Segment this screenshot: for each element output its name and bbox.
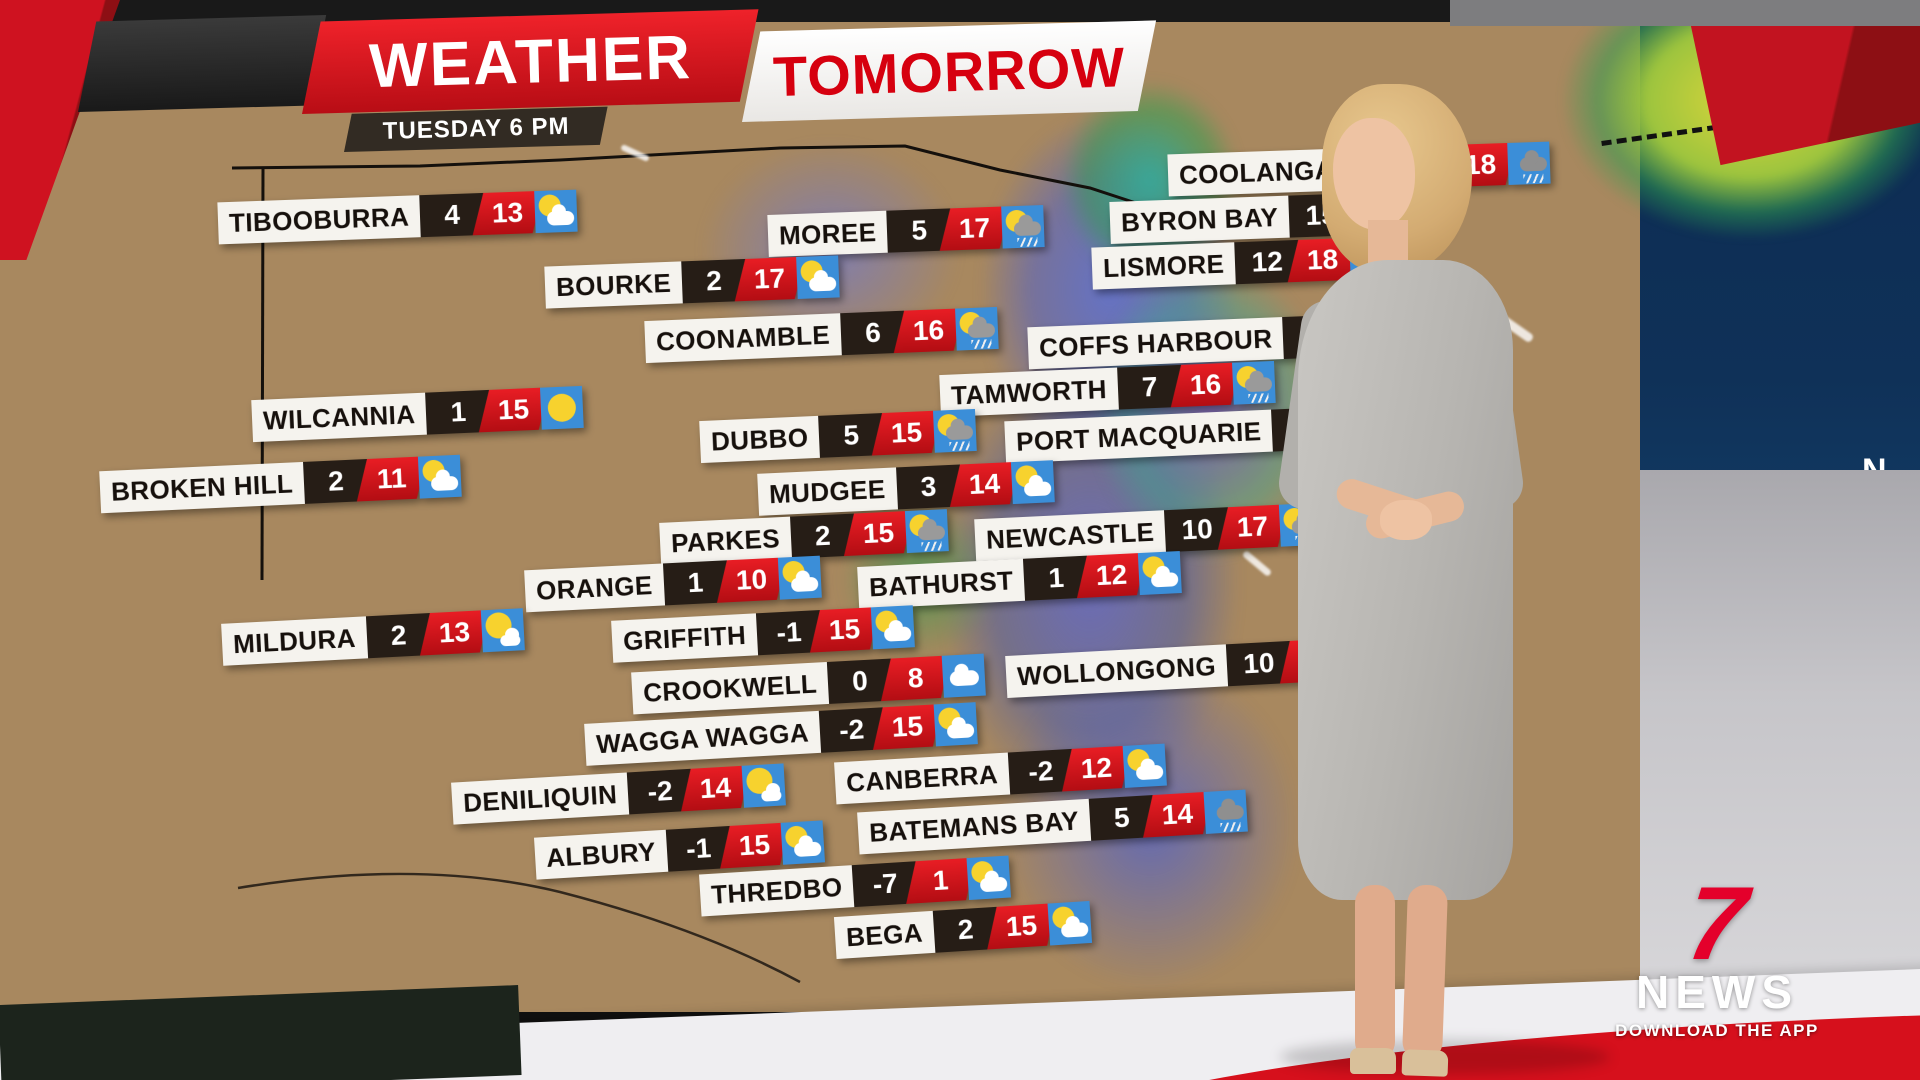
partly-cloudy-icon: [796, 255, 840, 299]
partly-cloudy-icon: [1138, 551, 1183, 596]
network-name: NEWS: [1636, 966, 1798, 1019]
max-temp: 17: [734, 256, 806, 302]
max-temp: 15: [719, 822, 790, 869]
presenter: [1230, 70, 1650, 1077]
presenter-shoe: [1350, 1048, 1396, 1074]
max-temp: 17: [940, 206, 1011, 251]
studio-wall: [1640, 470, 1920, 1030]
city-label: MOREE: [767, 210, 889, 257]
network-logo: 7 NEWS DOWNLOAD THE APP: [1592, 866, 1842, 1041]
presenter-dress: [1298, 260, 1513, 900]
sun-shower-icon: [1001, 205, 1046, 249]
max-temp: 8: [881, 655, 951, 702]
max-temp: 15: [810, 606, 880, 653]
banner-subtitle: TOMORROW: [742, 20, 1157, 122]
partly-cloudy-icon: [870, 605, 915, 650]
max-temp: 1: [906, 857, 976, 904]
sun-shower-icon: [904, 509, 949, 554]
banner-timestamp-text: TUESDAY 6 PM: [382, 112, 570, 145]
presenter-face: [1333, 118, 1415, 230]
city-label: LISMORE: [1091, 242, 1237, 290]
partly-cloudy-icon: [933, 702, 978, 747]
sunny-icon: [540, 385, 585, 430]
city-label: BEGA: [833, 910, 936, 960]
max-temp: 12: [1077, 552, 1148, 599]
max-temp: 15: [986, 903, 1057, 950]
city-label: MUDGEE: [757, 467, 898, 516]
partly-cloudy-icon: [966, 855, 1012, 901]
city-label: TIBOOBURRA: [217, 195, 421, 245]
max-temp: 12: [1062, 745, 1132, 792]
max-temp: 10: [716, 557, 787, 603]
partly-cloudy-icon: [1047, 900, 1092, 946]
banner-dark-block: [78, 15, 327, 113]
mostly-sunny-icon: [741, 763, 787, 808]
partly-cloudy-icon: [780, 820, 825, 865]
presenter-hands: [1380, 500, 1432, 540]
city-label: ALBURY: [534, 829, 669, 880]
cloudy-icon: [941, 653, 986, 698]
partly-cloudy-icon: [777, 555, 822, 600]
banner-timestamp: TUESDAY 6 PM: [344, 106, 608, 152]
partly-cloudy-icon: [1122, 743, 1167, 788]
max-temp: 11: [356, 456, 427, 502]
max-temp: 16: [893, 308, 965, 354]
city-label: ORANGE: [524, 563, 665, 613]
partly-cloudy-icon: [1010, 460, 1055, 505]
max-temp: 15: [843, 510, 914, 557]
banner-subtitle-text: TOMORROW: [772, 34, 1126, 108]
city-label: MILDURA: [221, 616, 368, 666]
download-app-text: DOWNLOAD THE APP: [1615, 1020, 1819, 1040]
city-label: BOURKE: [544, 261, 683, 309]
banner-title: WEATHER: [302, 9, 759, 114]
max-temp: 13: [419, 609, 490, 656]
mostly-sunny-icon: [480, 608, 525, 653]
city-label: BATHURST: [857, 558, 1026, 609]
studio-top-bar: [1450, 0, 1920, 26]
presenter-shoe: [1401, 1049, 1449, 1077]
partly-cloudy-icon: [534, 189, 578, 234]
city-label: COONAMBLE: [644, 313, 842, 364]
city-label: DUBBO: [699, 415, 821, 464]
city-label: WILCANNIA: [251, 392, 428, 443]
presenter-leg: [1355, 885, 1395, 1060]
banner-title-text: WEATHER: [367, 22, 693, 101]
max-temp: 15: [872, 410, 943, 456]
max-temp: 13: [472, 190, 544, 236]
city-label: GRIFFITH: [611, 613, 759, 663]
max-temp: 14: [1142, 791, 1213, 838]
presenter-leg: [1401, 884, 1449, 1061]
sun-shower-icon: [933, 408, 978, 453]
partly-cloudy-icon: [417, 454, 462, 499]
max-temp: 14: [949, 461, 1020, 508]
max-temp: 15: [479, 387, 550, 433]
seven-logo-icon: 7: [1682, 866, 1753, 982]
sun-shower-icon: [955, 306, 999, 351]
max-temp: 14: [681, 765, 751, 812]
max-temp: 15: [872, 703, 943, 750]
